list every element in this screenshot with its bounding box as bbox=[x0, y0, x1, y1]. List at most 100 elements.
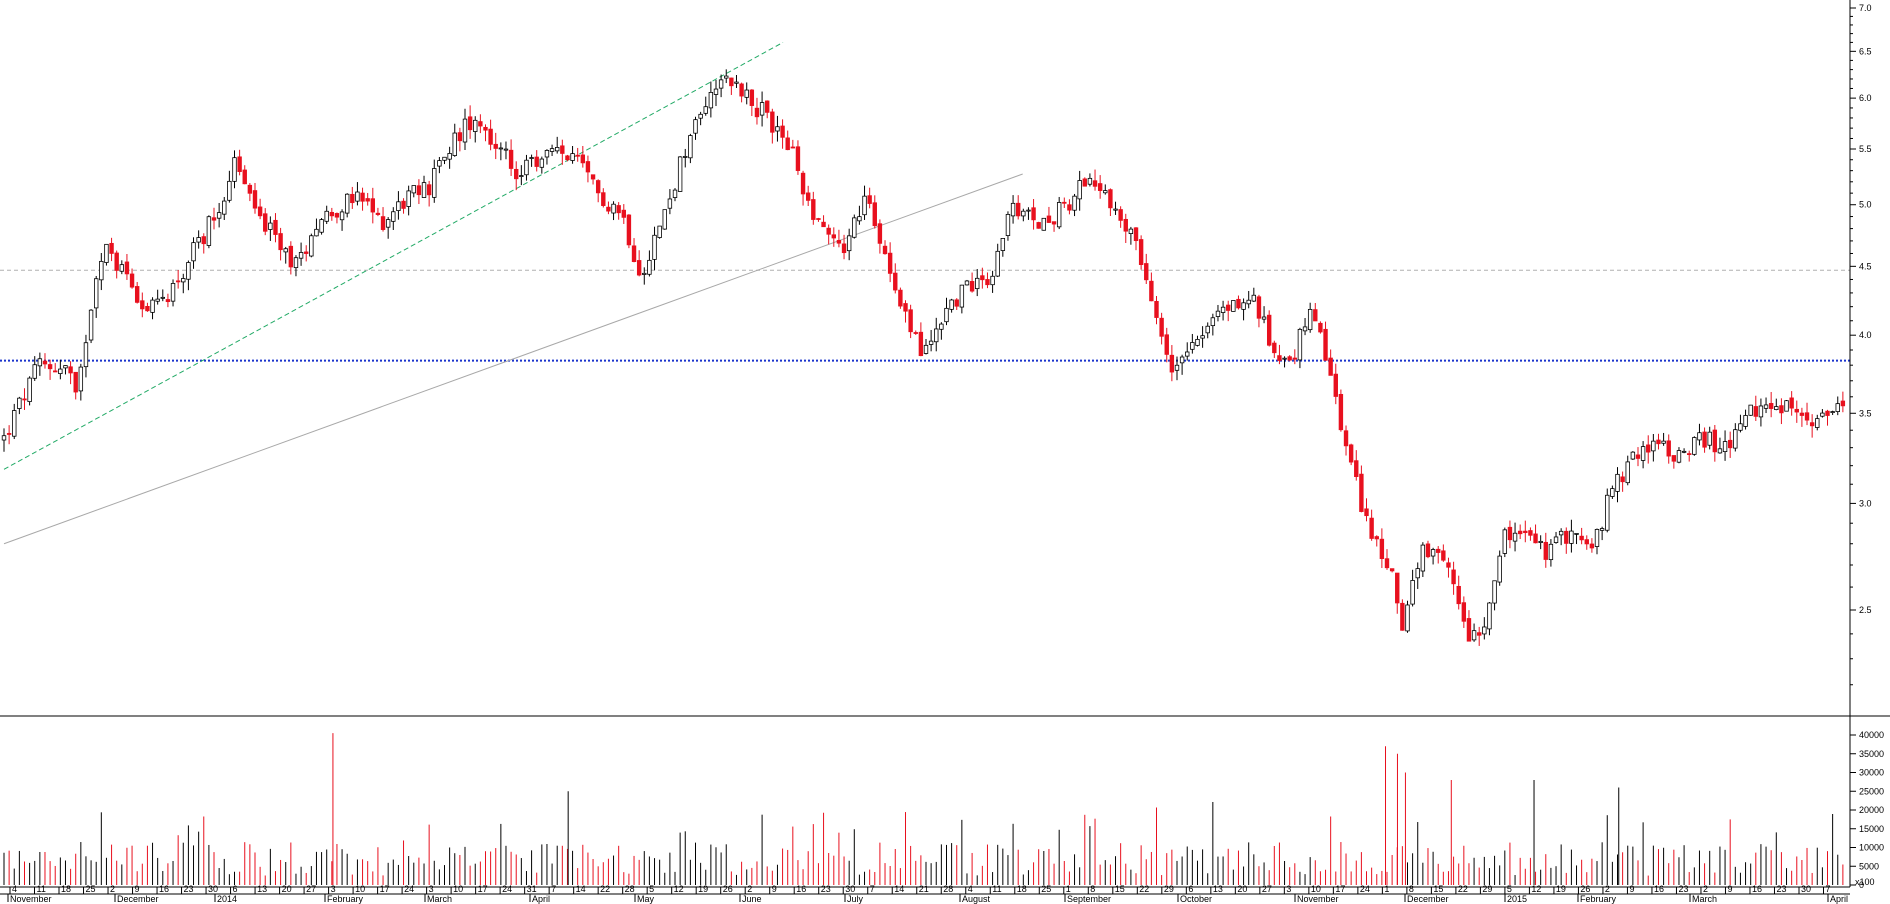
month-label: April bbox=[532, 894, 550, 904]
candle-body bbox=[88, 309, 94, 341]
candle-body bbox=[1564, 530, 1569, 544]
candle-body bbox=[1215, 310, 1221, 317]
candle-body bbox=[1097, 183, 1103, 191]
candle-body bbox=[729, 77, 734, 87]
day-tick-label: 19 bbox=[698, 884, 708, 894]
candle-body bbox=[1077, 180, 1082, 200]
candle-body bbox=[923, 344, 929, 354]
candle-body bbox=[718, 79, 724, 89]
candle-body bbox=[959, 284, 965, 308]
candle-body bbox=[954, 299, 959, 307]
month-label: August bbox=[962, 894, 991, 904]
candle-body bbox=[452, 132, 457, 156]
day-tick-label: 2 bbox=[110, 884, 115, 894]
candle-body bbox=[462, 118, 468, 143]
candle-body bbox=[232, 157, 237, 182]
candle-body bbox=[370, 198, 375, 213]
candle-body bbox=[1395, 572, 1400, 604]
month-label: February bbox=[327, 894, 364, 904]
day-tick-label: 5 bbox=[1507, 884, 1512, 894]
candle-body bbox=[1169, 354, 1175, 373]
candle-body bbox=[1784, 400, 1789, 412]
candle-body bbox=[1174, 364, 1180, 371]
day-tick-label: 16 bbox=[159, 884, 169, 894]
day-tick-label: 11 bbox=[37, 884, 46, 894]
candle-body bbox=[1584, 539, 1589, 545]
volume-tick-label: 20000 bbox=[1859, 805, 1884, 815]
candle-body bbox=[206, 216, 212, 246]
candle-body bbox=[1159, 317, 1164, 337]
month-label: December bbox=[117, 894, 159, 904]
day-tick-label: 25 bbox=[86, 884, 96, 894]
candle-body bbox=[1062, 201, 1067, 204]
day-tick-label: 16 bbox=[1752, 884, 1762, 894]
candle-body bbox=[1210, 317, 1216, 327]
candle-body bbox=[1333, 373, 1338, 397]
candle-body bbox=[426, 184, 432, 196]
candle-body bbox=[1113, 208, 1118, 211]
candle-body bbox=[928, 340, 934, 345]
day-tick-label: 21 bbox=[919, 884, 929, 894]
volume-tick-label: 15000 bbox=[1859, 824, 1884, 834]
candle-body bbox=[1338, 393, 1344, 431]
candle-body bbox=[590, 174, 596, 180]
candle-body bbox=[1840, 400, 1846, 407]
candle-body bbox=[1348, 444, 1354, 463]
candle-body bbox=[1666, 440, 1671, 457]
candle-body bbox=[1763, 404, 1769, 409]
day-tick-label: 23 bbox=[1678, 884, 1688, 894]
candle-body bbox=[473, 119, 478, 132]
price-tick-label: 7.0 bbox=[1859, 3, 1872, 13]
month-label: March bbox=[1692, 894, 1717, 904]
candle-body bbox=[1010, 202, 1016, 217]
day-tick-label: 10 bbox=[1311, 884, 1321, 894]
candle-body bbox=[437, 160, 442, 167]
candle-body bbox=[1266, 314, 1272, 346]
day-tick-label: 26 bbox=[1580, 884, 1590, 894]
candle-body bbox=[1354, 460, 1359, 477]
candle-body bbox=[1323, 328, 1328, 361]
candle-body bbox=[647, 259, 652, 275]
candle-body bbox=[821, 221, 826, 228]
candle-body bbox=[257, 206, 263, 217]
day-tick-label: 13 bbox=[1213, 884, 1223, 894]
candle-body bbox=[1656, 439, 1661, 445]
volume-bars bbox=[3, 733, 1844, 885]
candle-body bbox=[314, 228, 319, 237]
candle-body bbox=[544, 150, 550, 158]
candle-body bbox=[857, 216, 862, 222]
candle-body bbox=[1456, 585, 1461, 605]
candle-body bbox=[1118, 209, 1123, 221]
price-tick-label: 5.5 bbox=[1859, 144, 1872, 154]
price-panel-background bbox=[0, 0, 1850, 716]
day-tick-label: 7 bbox=[551, 884, 556, 894]
candle-body bbox=[1543, 541, 1548, 560]
candle-body bbox=[1707, 431, 1712, 446]
candle-body bbox=[355, 191, 360, 202]
candle-body bbox=[385, 219, 391, 228]
volume-tick-label: 10000 bbox=[1859, 843, 1884, 853]
candle-body bbox=[12, 410, 17, 437]
candle-body bbox=[1430, 549, 1436, 557]
candle-body bbox=[1517, 530, 1523, 535]
candle-body bbox=[1026, 209, 1031, 212]
price-axis: 7.0 6.5 6.0 5.5 5.0 4.5 4.0 3.5 3.0 2.5 bbox=[1849, 0, 1872, 716]
candle-body bbox=[1056, 202, 1062, 228]
candle-body bbox=[826, 227, 831, 235]
candle-body bbox=[432, 168, 437, 198]
candle-body bbox=[47, 364, 53, 370]
candle-body bbox=[483, 126, 488, 131]
candle-body bbox=[1727, 439, 1733, 449]
candle-body bbox=[918, 331, 924, 357]
candle-body bbox=[816, 218, 821, 220]
candle-body bbox=[1420, 544, 1426, 572]
candle-body bbox=[1625, 461, 1630, 484]
candle-body bbox=[1123, 218, 1128, 232]
price-tick-label: 6.0 bbox=[1859, 93, 1872, 103]
day-tick-label: 24 bbox=[1360, 884, 1370, 894]
volume-axis-ticks: 40000 35000 30000 25000 20000 15000 10000 5000 0 bbox=[1850, 730, 1884, 890]
month-label: June bbox=[742, 894, 762, 904]
day-tick-label: 23 bbox=[184, 884, 194, 894]
candle-body bbox=[1, 435, 7, 441]
